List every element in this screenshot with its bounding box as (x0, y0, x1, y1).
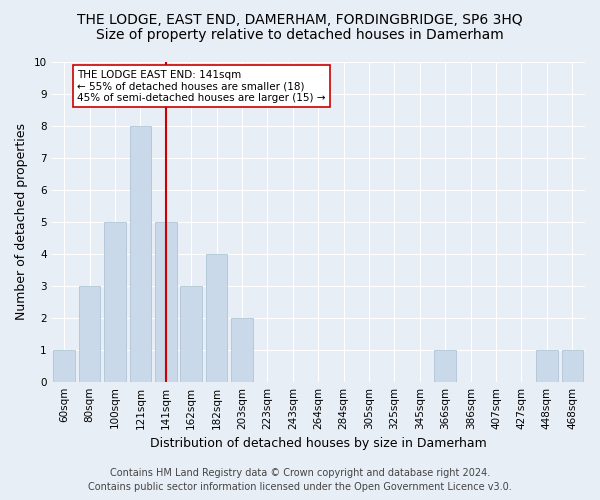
Y-axis label: Number of detached properties: Number of detached properties (15, 123, 28, 320)
Text: THE LODGE, EAST END, DAMERHAM, FORDINGBRIDGE, SP6 3HQ: THE LODGE, EAST END, DAMERHAM, FORDINGBR… (77, 12, 523, 26)
Bar (206, 254, 227, 382)
X-axis label: Distribution of detached houses by size in Damerham: Distribution of detached houses by size … (150, 437, 487, 450)
Text: THE LODGE EAST END: 141sqm
← 55% of detached houses are smaller (18)
45% of semi: THE LODGE EAST END: 141sqm ← 55% of deta… (77, 70, 325, 102)
Bar (434, 350, 456, 382)
Bar (104, 222, 126, 382)
Bar (231, 318, 253, 382)
Text: Contains HM Land Registry data © Crown copyright and database right 2024.
Contai: Contains HM Land Registry data © Crown c… (88, 468, 512, 492)
Bar (155, 222, 176, 382)
Bar (536, 350, 557, 382)
Bar (130, 126, 151, 382)
Bar (562, 350, 583, 382)
Text: Size of property relative to detached houses in Damerham: Size of property relative to detached ho… (96, 28, 504, 42)
Bar (181, 286, 202, 382)
Bar (79, 286, 100, 382)
Bar (53, 350, 75, 382)
